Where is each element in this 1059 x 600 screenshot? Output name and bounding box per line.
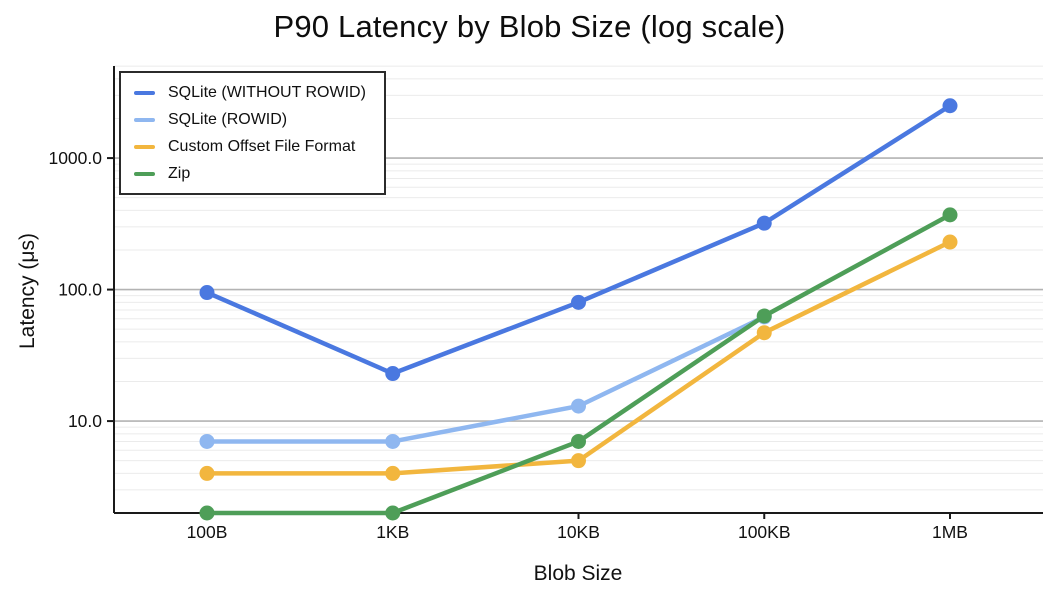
data-point [199, 465, 215, 481]
data-point [571, 294, 586, 310]
legend-item: Zip [134, 164, 372, 183]
x-tick-label: 1KB [376, 522, 409, 542]
data-point [199, 285, 215, 301]
x-axis-label: Blob Size [533, 562, 623, 585]
data-point [385, 366, 401, 382]
data-point [942, 234, 958, 250]
data-point [756, 308, 772, 324]
series-line [204, 314, 767, 444]
data-point [385, 505, 401, 521]
data-point [199, 505, 215, 521]
legend-swatch-icon [134, 90, 155, 95]
data-point [942, 98, 958, 114]
data-point [571, 433, 586, 449]
legend-label: Custom Offset File Format [168, 137, 356, 155]
data-point [571, 453, 586, 469]
legend-label: Zip [168, 164, 191, 182]
data-point [385, 465, 401, 481]
y-axis-label: Latency (μs) [16, 233, 39, 349]
legend: SQLite (WITHOUT ROWID) SQLite (ROWID) Cust… [119, 71, 386, 195]
data-point [942, 207, 958, 223]
x-tick-label: 1MB [932, 522, 968, 542]
legend-item: Custom Offset File Format [134, 137, 372, 156]
legend-swatch-icon [134, 117, 155, 122]
y-tick-label: 1000.0 [48, 148, 102, 168]
legend-label: SQLite (ROWID) [168, 110, 288, 128]
x-tick-label: 100B [187, 522, 228, 542]
data-point [199, 433, 215, 449]
legend-item: SQLite (ROWID) [134, 110, 372, 129]
data-point [571, 398, 586, 414]
x-tick-label: 100KB [738, 522, 791, 542]
x-tick-label: 10KB [557, 522, 600, 542]
series-line [204, 212, 953, 516]
y-tick-label: 10.0 [68, 411, 102, 431]
data-point [756, 325, 772, 341]
legend-swatch-icon [134, 171, 155, 176]
chart-title: P90 Latency by Blob Size (log scale) [273, 9, 786, 44]
legend-item: SQLite (WITHOUT ROWID) [134, 83, 372, 102]
data-point [756, 215, 772, 231]
legend-swatch-icon [134, 144, 155, 149]
data-point [385, 433, 401, 449]
legend-label: SQLite (WITHOUT ROWID) [168, 83, 366, 101]
y-tick-label: 100.0 [58, 280, 102, 300]
